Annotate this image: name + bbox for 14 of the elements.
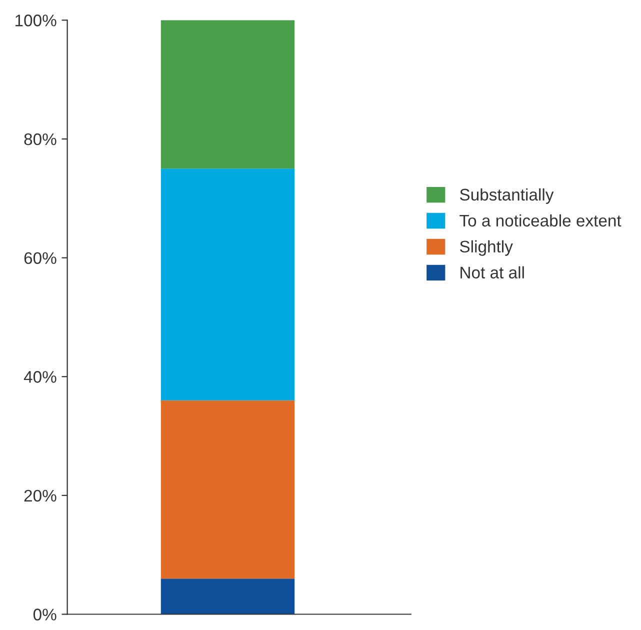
y-tick-label: 0%	[33, 608, 56, 620]
y-tick-label: 60%	[24, 252, 56, 264]
legend-label: Slightly	[460, 240, 513, 256]
legend-label: To a noticeable extent	[460, 214, 622, 227]
bar	[160, 400, 295, 579]
bar	[160, 578, 295, 614]
bar	[160, 20, 295, 169]
y-tick-label: 100%	[16, 14, 56, 26]
y-tick-label: 40%	[24, 371, 56, 383]
bar	[160, 168, 295, 400]
legend-label: Substantially	[460, 188, 554, 204]
y-tick-label: 20%	[24, 490, 56, 502]
y-tick-label: 80%	[24, 133, 56, 146]
legend-label: Not at all	[460, 266, 524, 278]
